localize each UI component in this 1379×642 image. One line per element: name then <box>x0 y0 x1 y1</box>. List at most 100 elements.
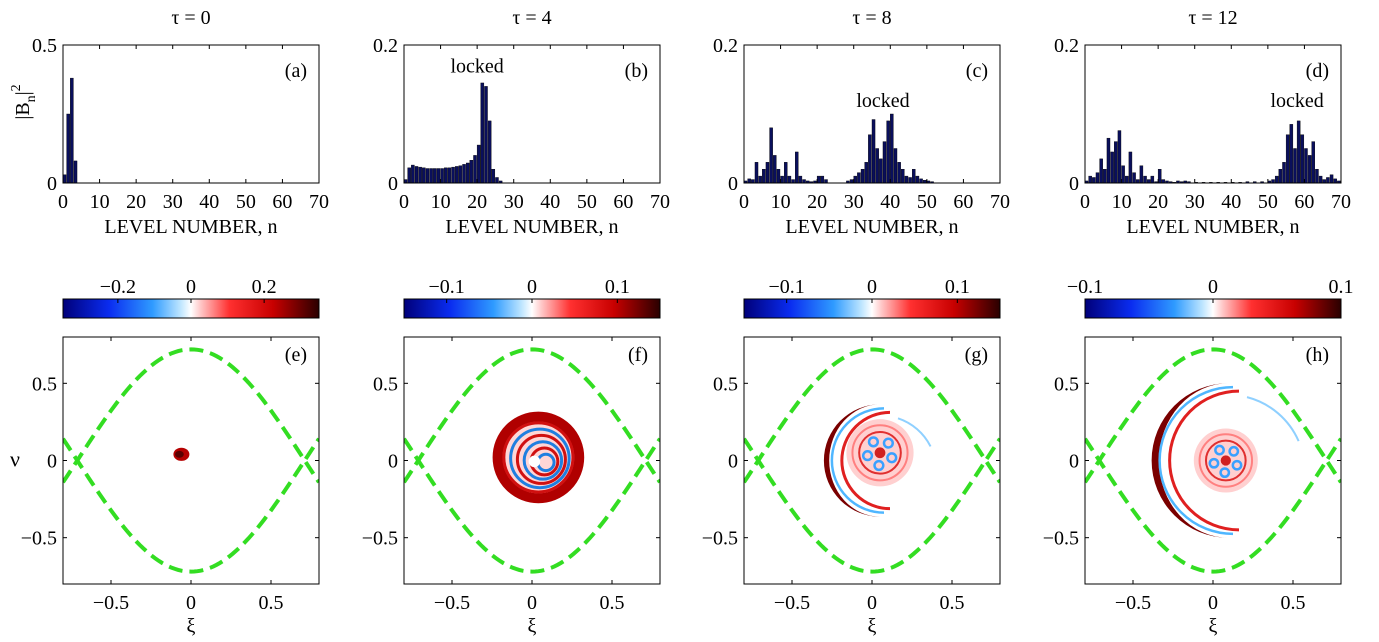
panel-title: τ = 12 <box>1188 7 1237 29</box>
core-ring <box>1204 439 1247 482</box>
x-tick-label: 40 <box>199 191 219 213</box>
colorbar-tick-label: 0.1 <box>1329 276 1354 298</box>
colorbar-tick-label: 0 <box>867 276 877 298</box>
bar <box>1161 179 1166 184</box>
x-tick-label: 20 <box>807 191 827 213</box>
x-tick-label: 50 <box>577 191 597 213</box>
x-tick-label: 10 <box>90 191 110 213</box>
core-swirl <box>867 436 880 448</box>
map-content <box>744 337 1000 584</box>
spiral-arm <box>522 440 564 481</box>
axes-frame <box>62 44 320 184</box>
x-tick-label: 30 <box>163 191 183 213</box>
bar <box>1315 168 1319 184</box>
spiral-arm <box>502 421 575 494</box>
core-center <box>1220 455 1231 466</box>
crescent-blue-arc <box>1158 385 1234 536</box>
colorbar-tick-label: 0 <box>1208 276 1218 298</box>
x-tick-label: 30 <box>504 191 524 213</box>
core-ring <box>858 430 902 475</box>
bar <box>1282 162 1286 184</box>
spiral-arm <box>509 427 571 490</box>
bar <box>787 175 792 184</box>
wavepacket-core <box>175 450 184 458</box>
panel-label: (d) <box>1306 60 1329 82</box>
bar <box>444 167 448 184</box>
bar <box>919 178 923 184</box>
x-tick-label: 30 <box>844 191 864 213</box>
spiral-arm <box>515 433 567 485</box>
bar <box>1150 175 1155 184</box>
y-label-body: |B <box>12 102 34 119</box>
bar <box>73 160 78 184</box>
bar <box>436 168 441 184</box>
spiral-outer-ring <box>492 411 585 504</box>
panel-title: τ = 8 <box>852 7 891 29</box>
x-tick-label: 0 <box>1208 592 1218 614</box>
x-tick-label: 0.5 <box>600 592 625 614</box>
bar <box>1143 175 1147 184</box>
bar <box>458 165 463 184</box>
y-tick-label: 0.5 <box>1054 373 1079 395</box>
crescent-blue-arc <box>830 407 885 514</box>
x-tick-label: 10 <box>1112 191 1132 213</box>
y-tick-label: 0 <box>1069 173 1079 195</box>
bar <box>1095 172 1100 184</box>
x-tick-label: −0.5 <box>93 592 129 614</box>
y-tick-label: 0 <box>388 451 398 473</box>
panel-title: τ = 4 <box>512 7 551 29</box>
bar <box>1307 155 1312 184</box>
map-content <box>63 337 319 584</box>
colorbar-tick-label: −0.1 <box>1067 276 1103 298</box>
x-axis-label: ξ <box>1209 615 1218 637</box>
bar <box>890 113 894 184</box>
x-axis-label: LEVEL NUMBER, n <box>785 216 958 238</box>
bar <box>425 168 430 184</box>
bar-panel-a: τ = 0 0 10 20 30 40 50 60 70 0 0.5 LEVEL NUMBER, n (… <box>9 7 329 238</box>
colorbar-tick-label: 0 <box>186 276 196 298</box>
y-axis-label: |Bn|2 <box>9 84 39 119</box>
y-tick-label: 0.2 <box>373 35 398 57</box>
bar <box>1135 179 1140 184</box>
x-tick-label: 60 <box>953 191 973 213</box>
panel-label: (f) <box>628 344 648 366</box>
crescent-red-arc <box>1168 389 1240 532</box>
colorbar-tick-label: 0.2 <box>252 276 277 298</box>
bar <box>784 162 788 184</box>
x-tick-label: −0.5 <box>774 592 810 614</box>
y-tick-label: 0 <box>47 451 57 473</box>
map-panel-g: −0.1 0 0.1 −0.5 −0.5 0 0 0.5 0.5 ξ (g) <box>702 276 1001 637</box>
y-tick-label: −0.5 <box>702 528 738 550</box>
bar <box>1088 175 1092 184</box>
bar <box>912 168 916 184</box>
y-tick-label: 0.5 <box>32 373 57 395</box>
y-tick-label: 0.5 <box>713 373 738 395</box>
bar <box>802 179 806 184</box>
y-tick-label: 0.5 <box>32 35 57 57</box>
separatrix-lower <box>63 437 319 574</box>
bar-panel-b: τ = 4 0 10 20 30 40 50 60 70 0 0.2 LEVEL NUMBER, n (… <box>373 7 670 238</box>
x-axis-label: ξ <box>868 615 877 637</box>
bar <box>1110 151 1114 184</box>
bar <box>1106 137 1111 184</box>
bar <box>1318 175 1323 184</box>
separatrix-upper <box>744 347 1000 484</box>
bar <box>1300 134 1305 184</box>
map-content <box>1085 337 1341 584</box>
axes-frame <box>743 44 1001 184</box>
y-tick-label: 0 <box>728 173 738 195</box>
y-tick-label: 0 <box>1069 451 1079 473</box>
x-tick-label: 30 <box>1185 191 1205 213</box>
x-tick-label: 10 <box>771 191 791 213</box>
x-tick-label: 40 <box>880 191 900 213</box>
bar <box>1139 165 1144 184</box>
map-content <box>404 337 660 584</box>
y-label-subscript: n <box>24 95 39 102</box>
x-axis-label: LEVEL NUMBER, n <box>104 216 277 238</box>
bar <box>751 179 755 184</box>
separatrix-lower <box>404 437 660 574</box>
bar <box>1132 172 1136 184</box>
colorbar-tick-label: −0.2 <box>100 276 136 298</box>
bar <box>762 168 766 184</box>
